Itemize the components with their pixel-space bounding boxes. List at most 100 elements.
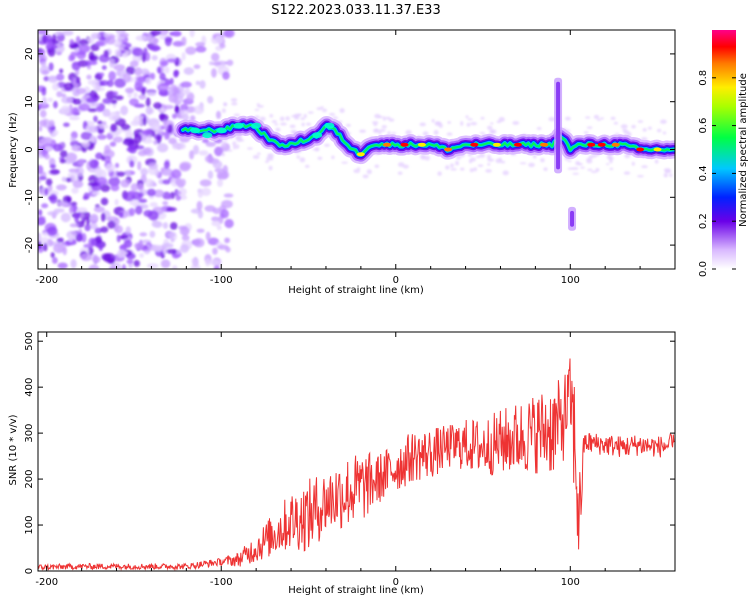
noise-blob (145, 178, 155, 188)
noise-blob (208, 259, 221, 266)
noise-blob (71, 61, 81, 71)
halo-blob (445, 165, 450, 170)
noise-blob (205, 231, 211, 241)
noise-blob (164, 131, 170, 140)
noise-blob (56, 73, 65, 81)
halo-blob (610, 116, 616, 120)
noise-blob (145, 97, 151, 108)
noise-blob (92, 256, 101, 263)
snr-ytick-label: 200 (24, 470, 35, 489)
noise-blob (46, 226, 58, 236)
noise-blob (220, 209, 229, 219)
noise-blob (146, 188, 156, 197)
noise-blob (125, 170, 131, 177)
noise-blob (87, 60, 98, 66)
noise-blob (145, 106, 153, 115)
noise-blob (47, 238, 54, 247)
noise-blob (63, 82, 74, 92)
halo-blob (374, 128, 379, 133)
spectral-peak (417, 142, 426, 147)
noise-blob (170, 169, 182, 179)
halo-blob (329, 112, 336, 116)
halo-blob (301, 122, 305, 127)
halo-blob (637, 174, 644, 178)
halo-blob (586, 126, 593, 130)
noise-blob (112, 91, 119, 96)
noise-blob (97, 134, 107, 140)
noise-blob (141, 52, 147, 63)
halo-blob (609, 158, 613, 164)
halo-blob (447, 121, 452, 124)
halo-blob (223, 102, 228, 106)
noise-blob (128, 190, 136, 196)
noise-blob (159, 85, 171, 90)
halo-blob (221, 108, 226, 114)
noise-blob (163, 168, 172, 176)
noise-blob (124, 87, 135, 94)
noise-blob (75, 76, 81, 84)
noise-blob (185, 46, 197, 55)
noise-blob (99, 72, 105, 77)
noise-blob (56, 91, 63, 98)
halo-blob (469, 168, 474, 173)
halo-blob (654, 159, 659, 164)
noise-blob (172, 265, 178, 269)
halo-blob (656, 128, 662, 133)
halo-blob (377, 115, 384, 119)
noise-blob (147, 210, 159, 221)
noise-blob (95, 152, 103, 160)
noise-blob (100, 212, 106, 222)
noise-blob (162, 104, 174, 110)
noise-blob (38, 237, 51, 244)
noise-blob (41, 69, 49, 75)
noise-blob (214, 146, 224, 157)
noise-blob (180, 81, 192, 88)
noise-blob (80, 131, 93, 141)
noise-blob (87, 107, 98, 113)
snr-marks (38, 358, 675, 571)
halo-blob (299, 157, 306, 163)
spectrogram-ytick-label: 10 (24, 95, 35, 108)
noise-blob (69, 223, 79, 228)
noise-blob (105, 163, 116, 172)
noise-blob (146, 263, 159, 269)
halo-blob (397, 162, 405, 168)
halo-blob (405, 130, 412, 136)
noise-blob (109, 141, 117, 147)
noise-blob (78, 103, 91, 111)
noise-blob (139, 253, 144, 258)
halo-blob (470, 121, 478, 126)
snr-ytick-label: 0 (24, 568, 35, 574)
halo-blob (590, 170, 598, 173)
halo-blob (307, 111, 314, 114)
halo-blob (548, 116, 556, 122)
noise-blob (128, 144, 138, 154)
snr-frame (37, 331, 676, 572)
noise-blob (176, 249, 181, 255)
noise-blob (64, 159, 74, 165)
noise-blob (212, 160, 223, 169)
snr-xlabel: Height of straight line (km) (288, 585, 424, 596)
noise-blob (103, 252, 116, 263)
noise-blob (178, 143, 186, 150)
noise-blob (76, 207, 88, 213)
noise-blob (98, 54, 110, 63)
noise-blob (174, 104, 180, 114)
noise-blob (162, 200, 169, 206)
halo-blob (585, 116, 591, 119)
noise-blob (211, 52, 220, 62)
halo-blob (572, 172, 580, 175)
halo-blob (450, 163, 454, 168)
noise-blob (49, 126, 56, 131)
halo-blob (391, 132, 397, 135)
noise-blob (55, 184, 67, 191)
spectral-blob (190, 127, 201, 134)
halo-blob (289, 124, 296, 129)
noise-blob (199, 80, 206, 89)
noise-blob (62, 246, 67, 256)
noise-blob (102, 108, 111, 117)
noise-blob (140, 68, 150, 76)
halo-blob (433, 130, 439, 135)
spectral-peak (636, 147, 645, 152)
noise-blob (205, 258, 211, 267)
